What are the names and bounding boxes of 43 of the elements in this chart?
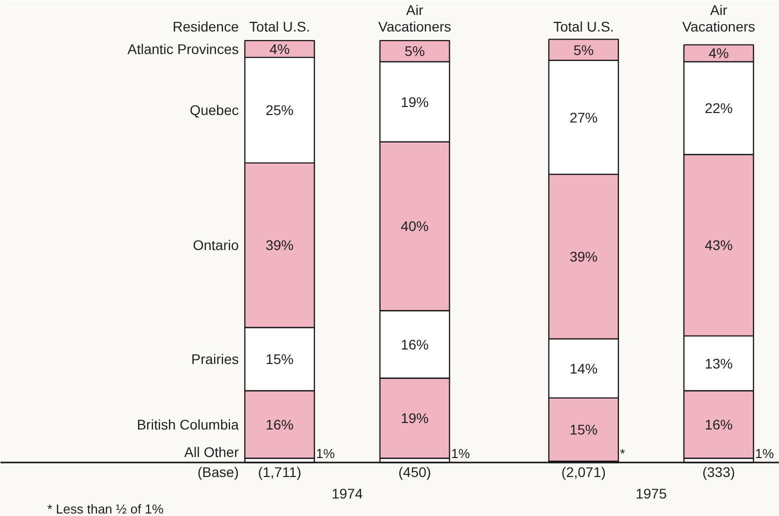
text: (Base) [198,464,239,480]
data-label: 1% [451,446,470,462]
text: (450) [398,464,432,480]
x-tick-label: Total U.S. [249,18,310,35]
data-label: 27% [570,109,598,126]
text: (333) [702,464,736,480]
text: (2,071) [561,464,606,480]
data-label: 4% [708,45,729,62]
x-tick-label: Air Vacationers [682,2,756,35]
legend-title: Residence [172,18,239,35]
series-label: Prairies [191,351,239,368]
data-label: 16% [400,336,429,352]
x-tick-label: Air Vacationers [378,2,452,35]
data-label: 43% [704,237,733,254]
series-label: Ontario [192,237,239,254]
data-label: 16% [704,416,733,433]
series-label: British Columbia [136,416,239,433]
data-label: 25% [266,102,294,118]
data-label: * [620,446,626,462]
data-label: 15% [570,422,598,438]
data-label: 15% [266,351,294,368]
data-label: 19% [400,410,429,426]
data-label: 40% [400,218,429,234]
data-label: 1% [316,446,336,462]
data-label: 4% [270,41,290,58]
series-label: Quebec [190,102,239,118]
series-label: Atlantic Provinces [127,41,239,58]
data-label: 1% [755,446,774,462]
text: 1974 [332,486,363,502]
text: (1,711) [258,464,302,480]
data-label: 5% [404,43,425,60]
data-label: 14% [570,360,598,376]
text: 1975 [636,486,667,502]
series-label: All Other [184,444,240,460]
data-label: 19% [400,94,429,110]
data-label: 5% [573,42,594,58]
data-label: 13% [704,355,733,372]
data-label: 39% [570,248,598,265]
data-label: 16% [266,416,294,433]
data-label: 39% [266,237,294,254]
x-tick-label: Total U.S. [553,18,614,35]
data-label: 22% [704,100,733,116]
text: * Less than ½ of 1% [47,501,164,516]
